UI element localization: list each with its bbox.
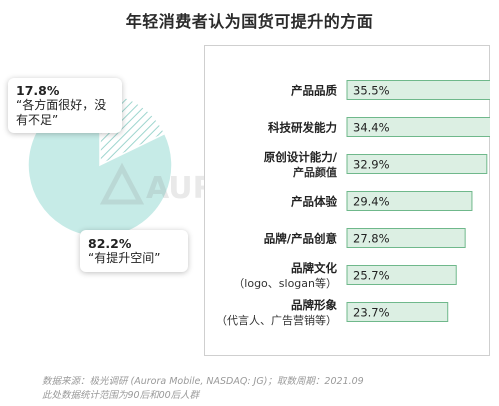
pie-label-text: “有提升空间” xyxy=(88,251,161,265)
bar-chart: 35.5% 产品品质 34.4% 科技研发能力 32.9% 原创设计能力/产品颜值 29.4… xyxy=(216,80,490,327)
source-line: 数据来源：极光调研 (Aurora Mobile, NASDAQ: JG)；取数… xyxy=(42,376,364,387)
category-label: 品牌形象 xyxy=(291,298,337,312)
pie-label-text: “各方面很好，没有不足” xyxy=(16,98,107,127)
category-sublabel: 产品颜值 xyxy=(293,165,337,179)
chart-title: 年轻消费者认为国货可提升的方面 xyxy=(125,12,374,31)
category-label: 科技研发能力 xyxy=(268,121,337,135)
bar-value-label: 23.7% xyxy=(353,306,390,320)
category-label: 原创设计能力/ xyxy=(264,150,338,164)
pie-callout-improve: 82.2% “有提升空间” xyxy=(80,230,188,272)
category-sublabel: （logo、slogan等） xyxy=(233,276,337,290)
bar xyxy=(346,228,466,248)
category-label: 产品品质 xyxy=(291,84,337,98)
bar-value-label: 34.4% xyxy=(353,121,390,135)
category-sublabel: （代言人、广告营销等） xyxy=(216,313,337,327)
bar xyxy=(346,80,490,100)
bar-value-label: 32.9% xyxy=(353,158,390,172)
pie-label-percent: 82.2% xyxy=(88,236,132,251)
category-label: 品牌文化 xyxy=(291,261,337,275)
source-footer: 数据来源：极光调研 (Aurora Mobile, NASDAQ: JG)；取数… xyxy=(42,375,364,403)
pie-label-percent: 17.8% xyxy=(16,83,60,98)
bar xyxy=(346,265,457,285)
bar xyxy=(346,154,488,174)
bar xyxy=(346,117,490,137)
category-label: 产品体验 xyxy=(291,195,337,209)
bar-value-label: 35.5% xyxy=(353,84,390,98)
bar-value-label: 27.8% xyxy=(353,232,390,246)
scope-line: 此处数据统计范围为90后和00后人群 xyxy=(42,390,200,401)
pie-callout-satisfied: 17.8% “各方面很好，没有不足” xyxy=(8,78,122,133)
bar xyxy=(346,302,449,322)
bar-value-label: 29.4% xyxy=(353,195,390,209)
bar-value-label: 25.7% xyxy=(353,269,390,283)
bar xyxy=(346,191,473,211)
category-label: 品牌/产品创意 xyxy=(264,232,338,246)
